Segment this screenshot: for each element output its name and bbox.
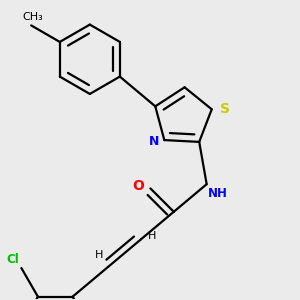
Text: CH₃: CH₃	[22, 12, 43, 22]
Text: NH: NH	[208, 187, 228, 200]
Text: N: N	[149, 135, 159, 148]
Text: H: H	[95, 250, 103, 260]
Text: H: H	[148, 231, 157, 241]
Text: S: S	[220, 102, 230, 116]
Text: Cl: Cl	[6, 254, 19, 266]
Text: O: O	[133, 179, 145, 193]
